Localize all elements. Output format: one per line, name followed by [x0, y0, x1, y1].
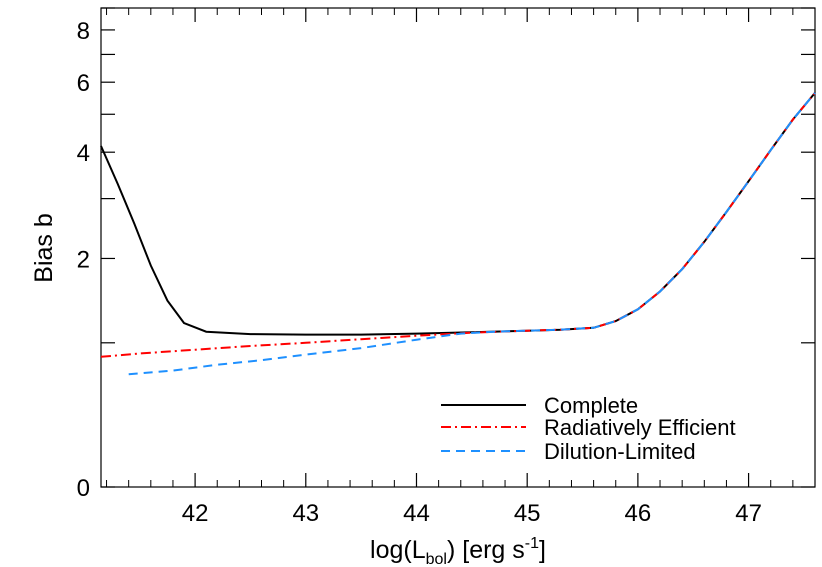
x-tick-label: 43: [292, 500, 319, 527]
legend-label: Radiatively Efficient: [544, 415, 736, 440]
y-tick-label: 2: [77, 246, 90, 273]
x-axis-title: log(Lbol) [erg s-1]: [370, 535, 546, 567]
y-tick-label: 0: [77, 475, 90, 502]
series-line-dilution-limited: [128, 92, 816, 376]
x-tick-label: 42: [182, 500, 209, 527]
axis-ticks: [101, 7, 815, 488]
legend-label: Complete: [544, 393, 638, 418]
x-tick-label: 46: [625, 500, 652, 527]
x-tick-label: 45: [514, 500, 541, 527]
series-line-radiatively-efficient: [100, 92, 816, 358]
legend-label: Dilution-Limited: [544, 439, 696, 464]
y-tick-label: 4: [77, 140, 90, 167]
x-tick-label: 44: [403, 500, 430, 527]
y-tick-label: 6: [77, 70, 90, 97]
y-tick-label: 8: [77, 18, 90, 45]
series-line-complete: [100, 92, 816, 336]
data-series: [100, 92, 816, 376]
x-tick-label: 47: [735, 500, 762, 527]
plot-frame: [100, 7, 816, 488]
y-axis-title: Bias b: [30, 213, 58, 282]
